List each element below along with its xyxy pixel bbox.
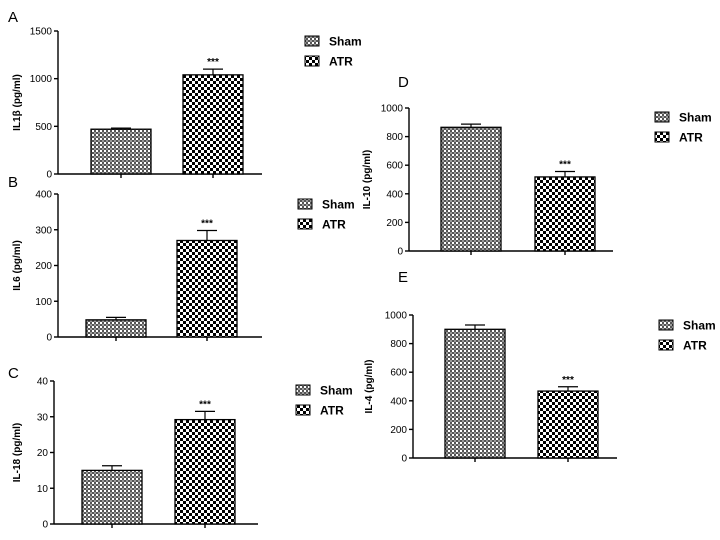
y-axis-label: IL6 (pg/ml) bbox=[12, 240, 23, 291]
panel-e: E 0 200 400 600 800 1000 IL-4 (pg/ml) *** Sham ATR bbox=[364, 269, 716, 465]
error-bar bbox=[461, 123, 481, 128]
bar-sham bbox=[85, 319, 147, 338]
legend-label: ATR bbox=[320, 404, 344, 418]
y-tick-label: 800 bbox=[390, 339, 407, 350]
y-tick-label: 800 bbox=[386, 132, 403, 143]
legend-label: Sham bbox=[329, 35, 362, 49]
panel-letter: E bbox=[398, 269, 408, 286]
y-tick-label: 200 bbox=[35, 261, 52, 272]
y-axis-label: IL-18 (pg/ml) bbox=[12, 423, 23, 482]
error-bar bbox=[555, 170, 575, 177]
bar-atr bbox=[534, 176, 596, 252]
legend-swatch bbox=[658, 339, 674, 351]
legend-swatch bbox=[295, 384, 311, 396]
bar-atr bbox=[182, 74, 244, 175]
legend-label: Sham bbox=[683, 319, 716, 333]
legend-swatch bbox=[297, 198, 313, 210]
panel-letter: C bbox=[8, 365, 19, 382]
bar-atr bbox=[174, 418, 236, 525]
error-bar bbox=[465, 324, 485, 330]
bar-atr bbox=[537, 390, 599, 459]
y-tick-label: 200 bbox=[386, 218, 403, 229]
significance-label: *** bbox=[559, 159, 571, 170]
legend-label: ATR bbox=[322, 218, 346, 232]
y-tick-label: 100 bbox=[35, 297, 52, 308]
y-tick-label: 0 bbox=[401, 454, 407, 465]
legend-swatch bbox=[654, 111, 670, 123]
error-bar bbox=[558, 386, 578, 392]
y-axis-label: IL1β (pg/ml) bbox=[12, 74, 23, 131]
panel-d: D 0 200 400 600 800 1000 IL-10 (pg/ml) *** Sham AT… bbox=[362, 74, 712, 258]
y-tick-label: 1000 bbox=[381, 104, 404, 115]
legend-label: ATR bbox=[329, 55, 353, 69]
panel-a: A 0 500 1000 1500 IL1β (pg/ml) *** Sham ATR bbox=[8, 9, 362, 181]
bar-sham bbox=[81, 469, 143, 525]
error-bar bbox=[111, 127, 131, 130]
bar-sham bbox=[444, 328, 506, 459]
legend-swatch bbox=[304, 55, 320, 67]
panel-letter: A bbox=[8, 9, 18, 26]
y-tick-label: 400 bbox=[390, 396, 407, 407]
y-tick-label: 1500 bbox=[30, 27, 53, 38]
error-bar bbox=[195, 410, 215, 420]
legend-swatch bbox=[654, 131, 670, 143]
y-axis-label: IL-10 (pg/ml) bbox=[362, 150, 373, 209]
legend-label: Sham bbox=[679, 111, 712, 125]
y-tick-label: 200 bbox=[390, 425, 407, 436]
y-tick-label: 0 bbox=[397, 247, 403, 258]
legend-label: Sham bbox=[322, 198, 355, 212]
legend-label: Sham bbox=[320, 384, 353, 398]
y-tick-label: 600 bbox=[390, 368, 407, 379]
legend-swatch bbox=[295, 404, 311, 416]
y-tick-label: 1000 bbox=[30, 74, 53, 85]
significance-label: *** bbox=[201, 218, 213, 229]
y-tick-label: 40 bbox=[37, 377, 49, 388]
legend-swatch bbox=[304, 35, 320, 47]
panel-letter: D bbox=[398, 74, 409, 91]
significance-label: *** bbox=[562, 375, 574, 386]
panel-letter: B bbox=[8, 174, 18, 191]
bar-atr bbox=[176, 239, 238, 338]
panel-c: C 0 10 20 30 40 IL-18 (pg/ml) *** Sham ATR bbox=[8, 365, 353, 531]
y-tick-label: 400 bbox=[35, 190, 52, 201]
y-axis-label: IL-4 (pg/ml) bbox=[364, 360, 375, 414]
error-bar bbox=[197, 229, 217, 241]
legend-swatch bbox=[658, 319, 674, 331]
y-tick-label: 20 bbox=[37, 448, 49, 459]
bar-sham bbox=[90, 128, 152, 175]
significance-label: *** bbox=[207, 57, 219, 68]
y-tick-label: 10 bbox=[37, 484, 49, 495]
y-tick-label: 500 bbox=[35, 122, 52, 133]
error-bar bbox=[106, 316, 126, 320]
error-bar bbox=[102, 465, 122, 471]
y-tick-label: 600 bbox=[386, 161, 403, 172]
y-tick-label: 30 bbox=[37, 412, 49, 423]
significance-label: *** bbox=[199, 399, 211, 410]
error-bar bbox=[203, 68, 223, 75]
legend-swatch bbox=[297, 218, 313, 230]
y-tick-label: 0 bbox=[46, 170, 52, 181]
bar-sham bbox=[440, 126, 502, 252]
panel-b: B 0 100 200 300 400 IL6 (pg/ml) *** Sham ATR bbox=[8, 174, 355, 344]
y-tick-label: 0 bbox=[46, 333, 52, 344]
legend-label: ATR bbox=[679, 131, 703, 145]
y-tick-label: 400 bbox=[386, 189, 403, 200]
y-tick-label: 0 bbox=[42, 520, 48, 531]
y-tick-label: 1000 bbox=[385, 311, 408, 322]
y-tick-label: 300 bbox=[35, 225, 52, 236]
legend-label: ATR bbox=[683, 339, 707, 353]
